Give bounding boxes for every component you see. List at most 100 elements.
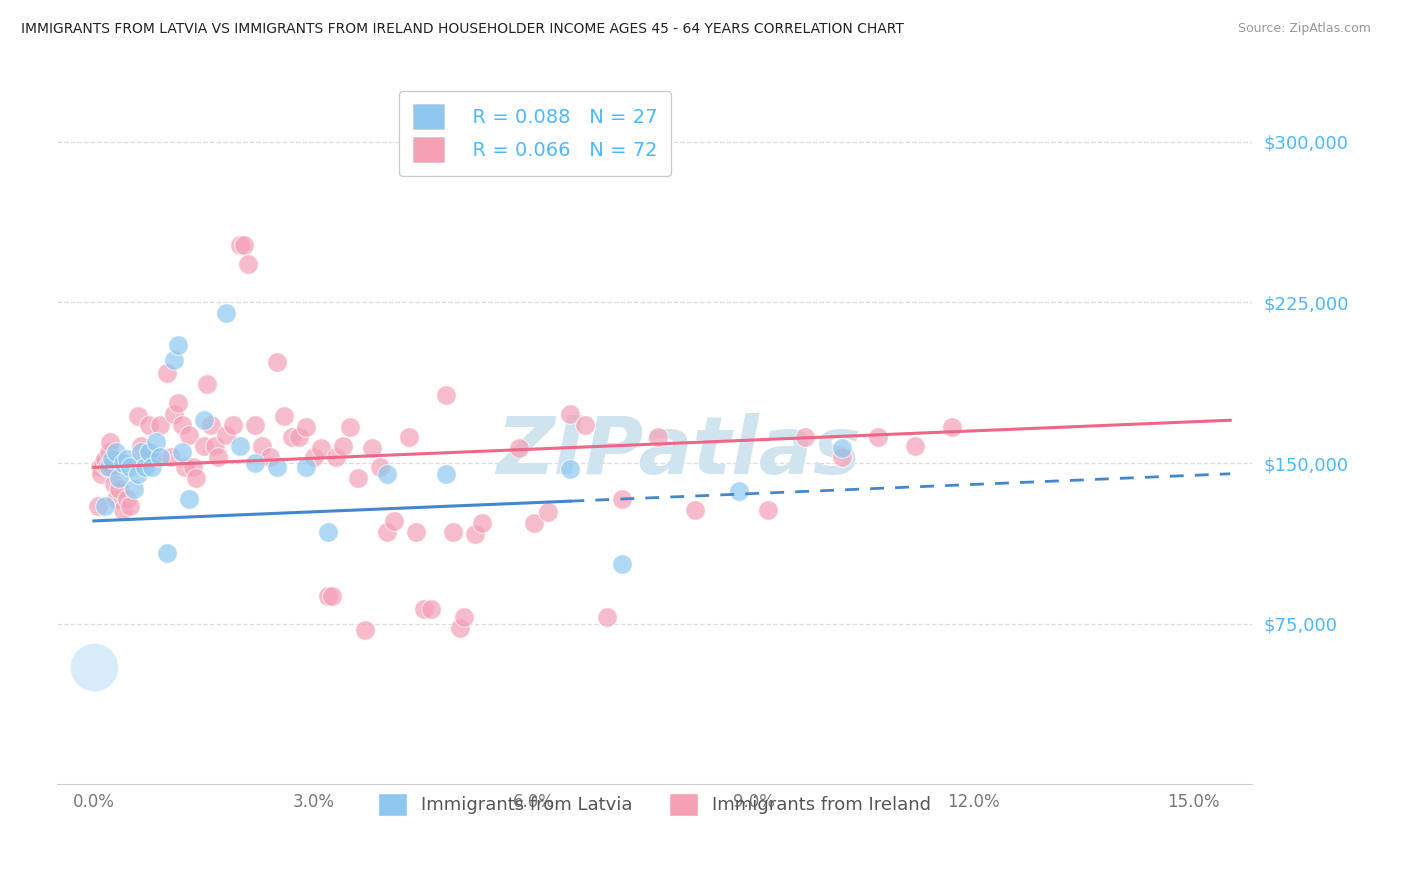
Point [197, 376, 219, 391]
Point [167, 396, 190, 410]
Point [647, 430, 669, 444]
Point [131, 445, 153, 459]
Point [728, 483, 751, 498]
Point [302, 450, 325, 464]
Point [141, 460, 163, 475]
Point [86, 499, 108, 513]
Point [141, 450, 163, 464]
Point [574, 417, 596, 432]
Point [453, 610, 475, 624]
Point [200, 417, 222, 432]
Point [149, 417, 172, 432]
Point [156, 546, 179, 560]
Point [167, 338, 190, 352]
Point [368, 460, 391, 475]
Point [273, 409, 295, 423]
Text: IMMIGRANTS FROM LATVIA VS IMMIGRANTS FROM IRELAND HOUSEHOLDER INCOME AGES 45 - 6: IMMIGRANTS FROM LATVIA VS IMMIGRANTS FRO… [21, 22, 904, 37]
Point [266, 355, 288, 369]
Point [375, 524, 398, 539]
Point [115, 451, 138, 466]
Point [361, 441, 384, 455]
Point [236, 257, 259, 271]
Point [163, 407, 186, 421]
Point [252, 439, 274, 453]
Point [222, 417, 245, 432]
Point [120, 460, 142, 475]
Point [94, 451, 117, 466]
Point [449, 621, 471, 635]
Point [108, 471, 131, 485]
Point [134, 450, 156, 464]
Point [98, 434, 121, 449]
Point [91, 456, 114, 470]
Point [138, 417, 160, 432]
Point [683, 503, 706, 517]
Point [441, 524, 464, 539]
Point [243, 417, 266, 432]
Point [508, 441, 530, 455]
Point [295, 419, 318, 434]
Point [831, 450, 853, 464]
Point [145, 434, 167, 449]
Point [434, 387, 457, 401]
Point [104, 445, 127, 459]
Point [120, 499, 142, 513]
Point [127, 409, 149, 423]
Point [89, 460, 111, 475]
Point [122, 482, 145, 496]
Point [156, 366, 179, 380]
Point [101, 451, 124, 466]
Point [904, 439, 927, 453]
Point [138, 445, 160, 459]
Point [259, 450, 281, 464]
Point [149, 450, 172, 464]
Point [83, 659, 105, 673]
Point [318, 524, 340, 539]
Point [193, 439, 215, 453]
Point [941, 419, 963, 434]
Point [398, 430, 420, 444]
Point [229, 439, 252, 453]
Point [610, 492, 633, 507]
Point [97, 460, 120, 475]
Point [193, 413, 215, 427]
Point [97, 445, 120, 459]
Point [325, 450, 347, 464]
Point [288, 430, 311, 444]
Point [90, 467, 112, 481]
Point [101, 460, 124, 475]
Point [127, 467, 149, 481]
Point [108, 482, 131, 496]
Point [794, 430, 817, 444]
Point [134, 460, 156, 475]
Text: Source: ZipAtlas.com: Source: ZipAtlas.com [1237, 22, 1371, 36]
Point [94, 499, 117, 513]
Point [179, 428, 201, 442]
Point [318, 589, 340, 603]
Point [103, 477, 125, 491]
Point [163, 353, 186, 368]
Point [412, 601, 434, 615]
Point [159, 450, 181, 464]
Point [204, 439, 226, 453]
Point [471, 516, 494, 530]
Point [112, 503, 135, 517]
Point [339, 419, 361, 434]
Point [281, 430, 304, 444]
Point [309, 441, 332, 455]
Point [115, 492, 138, 507]
Point [610, 557, 633, 571]
Point [831, 441, 853, 455]
Point [104, 492, 127, 507]
Point [170, 417, 193, 432]
Point [434, 467, 457, 481]
Point [560, 407, 582, 421]
Point [560, 462, 582, 476]
Point [170, 445, 193, 459]
Point [229, 237, 252, 252]
Point [332, 439, 354, 453]
Point [405, 524, 427, 539]
Point [354, 623, 377, 637]
Point [96, 460, 118, 475]
Point [174, 460, 197, 475]
